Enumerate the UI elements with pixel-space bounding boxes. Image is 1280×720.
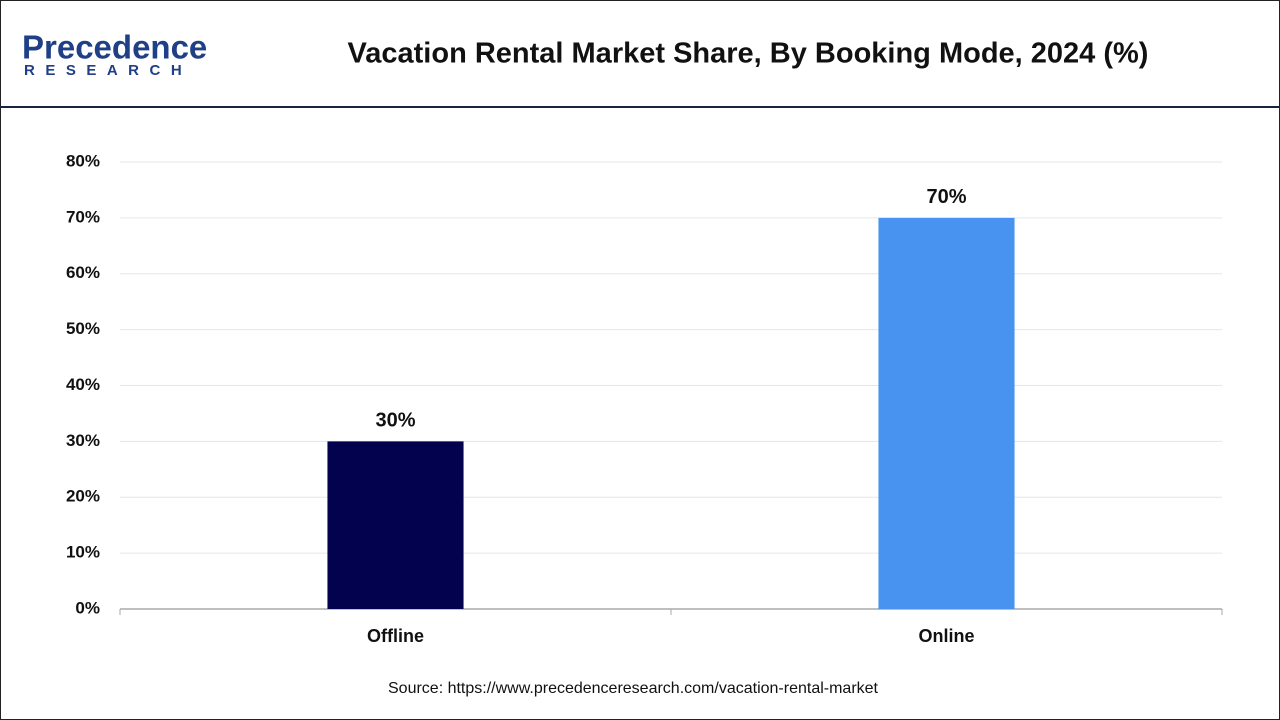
- x-tick-label: Offline: [367, 626, 424, 646]
- y-tick-label: 70%: [66, 207, 100, 226]
- value-label: 30%: [375, 410, 415, 432]
- y-tick-label: 80%: [66, 151, 100, 170]
- y-tick-label: 40%: [66, 375, 100, 394]
- chart-title: Vacation Rental Market Share, By Booking…: [348, 38, 1149, 70]
- bar: [878, 217, 1015, 609]
- y-tick-label: 50%: [66, 319, 100, 338]
- y-tick-label: 20%: [66, 487, 100, 506]
- y-tick-label: 60%: [66, 263, 100, 282]
- y-tick-label: 10%: [66, 543, 100, 562]
- y-tick-label: 0%: [75, 598, 100, 617]
- x-tick-label: Online: [918, 626, 974, 646]
- source: Source: https://www.precedenceresearch.c…: [388, 680, 879, 697]
- logo-name: Precedence: [22, 29, 207, 66]
- y-tick-label: 30%: [66, 431, 100, 450]
- value-label: 70%: [926, 186, 966, 208]
- logo-tagline: RESEARCH: [24, 62, 192, 79]
- bar: [327, 441, 464, 609]
